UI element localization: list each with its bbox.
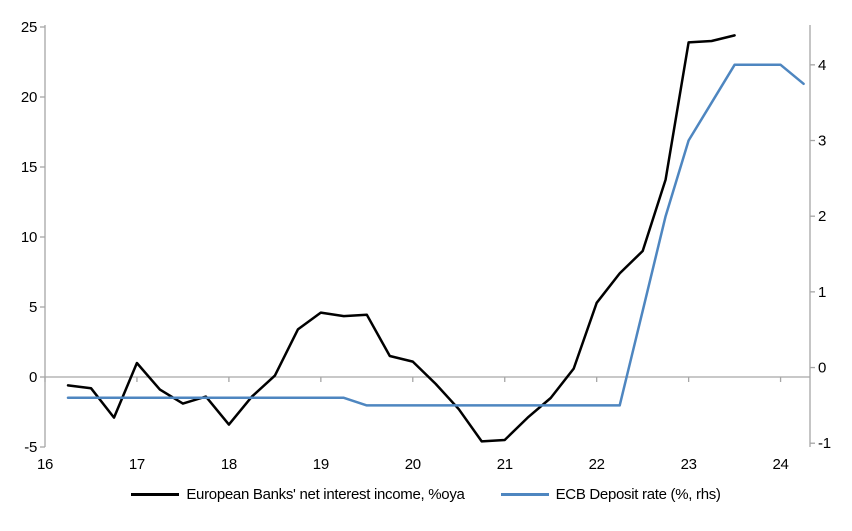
- y-right-tick-label: 4: [818, 57, 826, 74]
- y-right-tick-label: 0: [818, 360, 826, 377]
- y-left-tick-label: 5: [29, 299, 37, 316]
- y-right-tick-label: 2: [818, 208, 826, 225]
- y-left-tick-label: 10: [21, 229, 37, 246]
- y-right-tick-label: 3: [818, 133, 826, 150]
- y-left-tick-label: 25: [21, 19, 37, 36]
- legend-line-swatch: [131, 493, 180, 496]
- legend-item-banks-nii: European Banks' net interest income, %oy…: [131, 486, 465, 503]
- x-tick-label: 20: [405, 456, 421, 473]
- y-left-tick-label: -5: [24, 439, 37, 456]
- series-line-banks-nii: [66, 34, 736, 443]
- x-tick-label: 17: [129, 456, 145, 473]
- y-right-tick-label: -1: [818, 435, 831, 452]
- legend-line-swatch: [500, 493, 549, 496]
- y-left-tick-label: 0: [29, 369, 37, 386]
- y-right-tick-label: 1: [818, 284, 826, 301]
- x-tick-label: 19: [313, 456, 329, 473]
- x-tick-label: 18: [221, 456, 237, 473]
- y-left-tick-label: 15: [21, 159, 37, 176]
- series-line-ecb-deposit-rate: [66, 63, 805, 407]
- x-tick-label: 21: [497, 456, 513, 473]
- legend-label: European Banks' net interest income, %oy…: [186, 486, 465, 503]
- y-left-tick-label: 20: [21, 89, 37, 106]
- x-tick-label: 22: [589, 456, 605, 473]
- legend-item-ecb-deposit-rate: ECB Deposit rate (%, rhs): [500, 486, 721, 503]
- chart-legend: European Banks' net interest income, %oy…: [0, 486, 852, 503]
- x-tick-label: 16: [37, 456, 53, 473]
- x-tick-label: 24: [773, 456, 789, 473]
- x-tick-label: 23: [681, 456, 697, 473]
- legend-label: ECB Deposit rate (%, rhs): [555, 486, 721, 503]
